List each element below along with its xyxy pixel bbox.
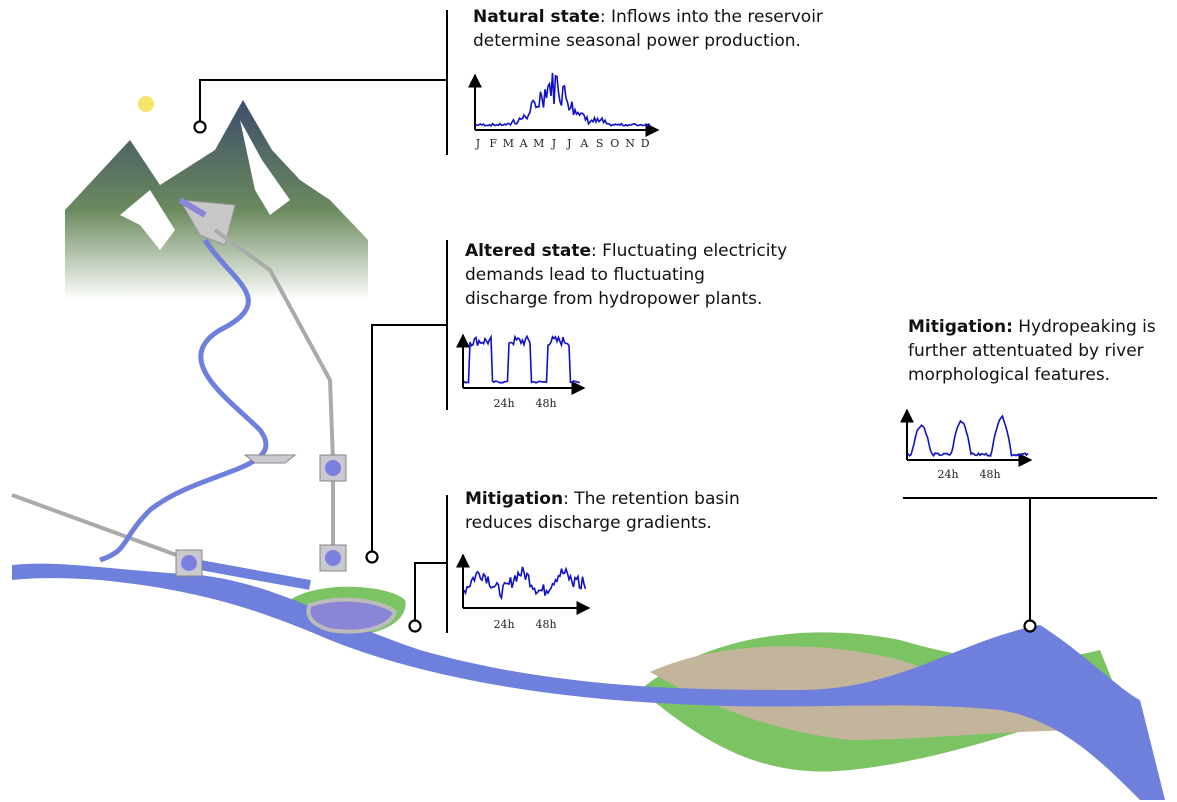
axis-label: J [475,137,480,150]
annotation-text: : Fluctuating electricity [591,241,787,261]
axis-label: M [533,137,544,150]
annotation-text: demands lead to fluctuating [465,265,705,285]
axis-label: N [625,137,635,150]
annotation-title: Natural state [473,7,600,27]
axis-label: A [519,137,529,150]
annotation-line: Mitigation: Hydropeaking is [908,317,1156,337]
annotation-title: Mitigation [465,489,563,509]
diagram: Natural state: Inflows into the reservoi… [0,0,1177,802]
annotation-text: Hydropeaking is [1013,317,1156,337]
annotation-text: further attentuated by river [908,341,1144,361]
axis-label: 48h [535,397,556,410]
axis-label: A [579,137,589,150]
annotation-text: reduces discharge gradients. [465,513,712,533]
annotation-title: Altered state [465,241,591,261]
annotation-line: demands lead to fluctuating [465,265,705,285]
axis-label: 24h [937,468,958,481]
annotation-line: morphological features. [908,365,1110,385]
axis-label: M [503,137,514,150]
annotation-line: Mitigation: The retention basin [465,489,740,509]
axis-label: F [489,137,497,150]
annotation-text: : The retention basin [563,489,740,509]
sparkline [908,416,1028,456]
annotation-text: determine seasonal power production. [473,31,801,51]
axis-label: S [596,137,604,150]
axis-label: 48h [979,468,1000,481]
annotation-text: : Inflows into the reservoir [600,7,823,27]
annotation-text: discharge from hydropower plants. [465,289,762,309]
axis-label: 24h [493,397,514,410]
annotation-line: Natural state: Inflows into the reservoi… [473,7,823,27]
axis-label: 48h [535,618,556,631]
annotation-line: further attentuated by river [908,341,1144,361]
axis-label: 24h [493,618,514,631]
annotation-text: morphological features. [908,365,1110,385]
annotation-title: Mitigation: [908,317,1013,337]
annotation-line: reduces discharge gradients. [465,513,712,533]
axis-label: J [566,137,571,150]
annotation-line: determine seasonal power production. [473,31,801,51]
sparkline [464,336,580,383]
annotation-line: discharge from hydropower plants. [465,289,762,309]
sparkline [476,73,650,126]
axis-label: D [641,137,650,150]
axis-label: O [610,137,619,150]
sparkline [464,567,586,598]
axis-label: J [551,137,556,150]
annotation-line: Altered state: Fluctuating electricity [465,241,787,261]
